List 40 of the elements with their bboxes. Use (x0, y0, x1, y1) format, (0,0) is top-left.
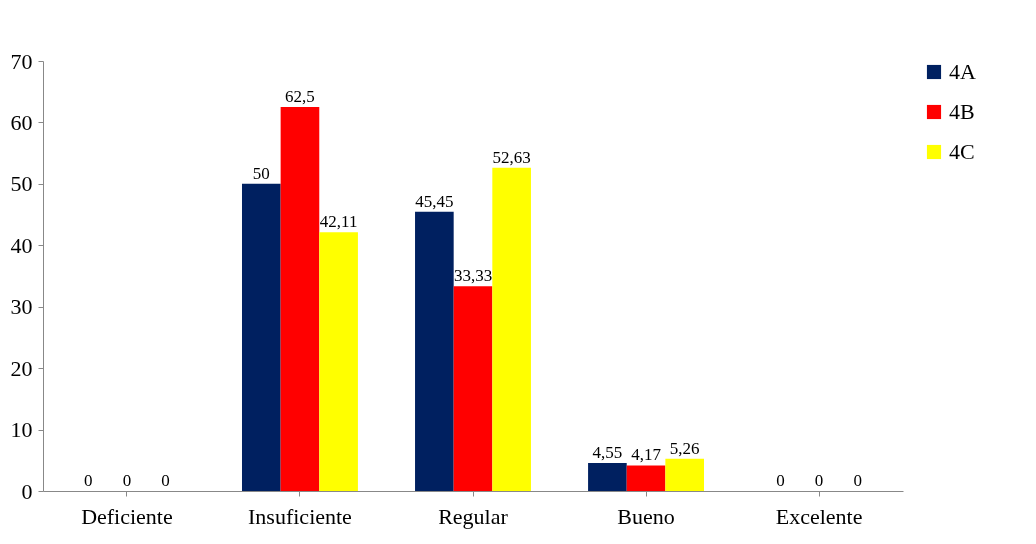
y-tick-label: 10 (10, 417, 33, 443)
text: 0 (814, 471, 824, 490)
text: 0 (161, 471, 170, 490)
x-tick-label: Deficiente (81, 503, 173, 529)
text: 50 (252, 163, 270, 183)
bar (626, 465, 666, 491)
x-tick-label: Regular (438, 503, 509, 529)
bar (453, 286, 493, 491)
x-tick-label: Insuficiente (248, 503, 352, 529)
y-tick-label: 60 (10, 109, 33, 135)
text: 0 (853, 471, 862, 490)
x-tick-label: Bueno (617, 503, 675, 529)
text: 5,26 (669, 438, 700, 458)
bar (588, 463, 627, 491)
bar (319, 232, 358, 491)
text: 62,5 (285, 87, 315, 107)
y-tick-label: 20 (10, 355, 33, 381)
text: 33,33 (453, 266, 493, 286)
y-tick-label: 70 (10, 48, 33, 74)
legend-label: 4B (949, 99, 975, 124)
bar (415, 211, 454, 491)
legend-label: 4C (949, 139, 975, 164)
y-tick-label: 40 (10, 232, 33, 258)
y-tick-label: 0 (21, 478, 33, 504)
text: 0 (122, 471, 132, 490)
legend-label: 4A (949, 59, 976, 84)
text: 0 (84, 471, 93, 490)
bar (280, 107, 320, 491)
text: 4,17 (631, 445, 661, 465)
text: 52,63 (492, 147, 531, 167)
x-tick-label: Excelente (775, 503, 863, 529)
y-tick-label: 30 (10, 294, 33, 320)
bar (241, 183, 281, 491)
y-tick-label: 50 (10, 171, 33, 197)
text: 0 (776, 471, 785, 490)
text: 45,45 (415, 191, 454, 211)
bar (665, 458, 705, 491)
text: 42,11 (319, 212, 358, 232)
bar (492, 167, 531, 491)
text: 4,55 (592, 443, 623, 463)
